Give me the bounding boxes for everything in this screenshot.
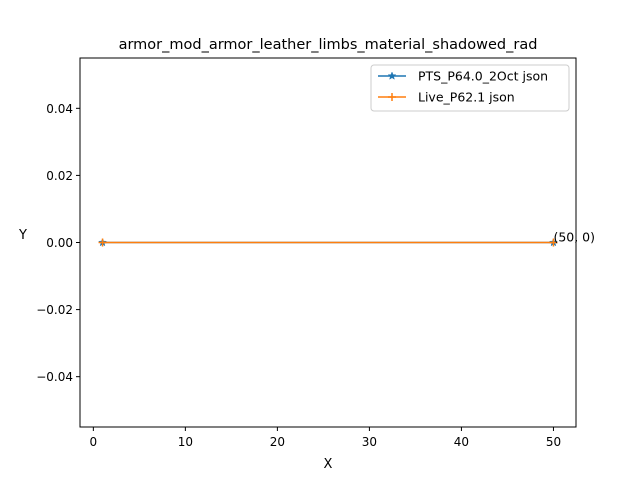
series-layer <box>98 237 558 247</box>
x-tick-label: 10 <box>178 435 193 449</box>
legend-marker-0 <box>387 71 397 80</box>
series-1-point <box>98 238 107 247</box>
y-tick-label: 0.00 <box>46 236 73 250</box>
x-axis-label: X <box>324 457 333 472</box>
legend-marker-1 <box>388 93 396 101</box>
legend: PTS_P64.0_2Oct json Live_P62.1 json <box>370 64 570 112</box>
series-1-point <box>549 238 558 247</box>
legend-box <box>370 64 570 112</box>
y-tick-label: 0.02 <box>46 169 73 183</box>
x-tick-label: 30 <box>362 435 377 449</box>
y-axis-label: Y <box>18 228 27 243</box>
legend-label-1: Live_P62.1 json <box>418 90 515 105</box>
y-tick-label: −0.04 <box>36 370 73 384</box>
annotation-layer: (50, 0) <box>553 230 595 245</box>
x-tick-label: 40 <box>454 435 469 449</box>
point-annotation: (50, 0) <box>553 230 595 245</box>
y-tick-label: −0.02 <box>36 303 73 317</box>
x-tick-label: 50 <box>546 435 561 449</box>
legend-items: PTS_P64.0_2Oct json Live_P62.1 json <box>378 69 548 105</box>
y-axis-ticks: −0.04 −0.02 0.00 0.02 0.04 <box>36 102 80 384</box>
legend-label-0: PTS_P64.0_2Oct json <box>418 69 548 84</box>
y-tick-label: 0.04 <box>46 102 73 116</box>
x-tick-label: 20 <box>270 435 285 449</box>
x-axis-ticks: 0 10 20 30 40 50 <box>90 427 561 449</box>
chart-title: armor_mod_armor_leather_limbs_material_s… <box>119 37 538 53</box>
x-tick-label: 0 <box>90 435 98 449</box>
